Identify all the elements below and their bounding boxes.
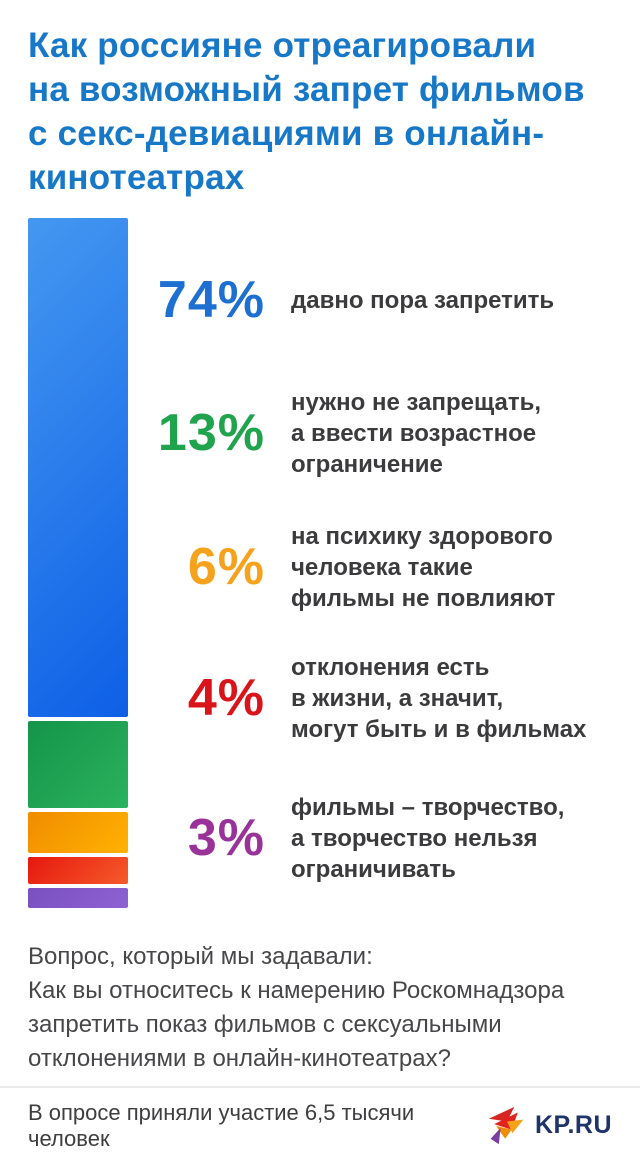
percent-value: 3% [187, 809, 265, 867]
survey-question-text: Вопрос, который мы задавали: Как вы отно… [28, 943, 565, 1072]
stat-row-creativity: 3% фильмы – творчество, а творчество нел… [40, 787, 620, 889]
footer: В опросе приняли участие 6,5 тысячи чело… [28, 1088, 612, 1163]
footer-divider [0, 1086, 640, 1088]
stat-label: на психику здорового человека такие филь… [291, 522, 556, 612]
page-title: Как россияне отреагировали на возможный … [28, 26, 585, 197]
stat-label: давно пора запретить [291, 286, 555, 314]
bar-segment-creativity-no-limits [28, 887, 128, 908]
bar-segment-deviations-exist [28, 856, 128, 884]
stat-label: фильмы – творчество, а творчество нельзя… [291, 793, 565, 883]
percent-value: 13% [157, 404, 265, 462]
kp-ru-logo: KP.RU [487, 1106, 612, 1146]
swallow-bird-icon [488, 1106, 524, 1144]
stat-label: отклонения есть в жизни, а значит, могут… [291, 653, 587, 743]
percent-value: 74% [157, 271, 265, 329]
percent-value: 4% [187, 669, 265, 727]
stat-row-age-restriction: 13% нужно не запрещать, а ввести возраст… [40, 383, 620, 483]
stat-label: нужно не запрещать, а ввести возрастное … [291, 388, 542, 478]
brand-name: KP.RU [534, 1111, 612, 1139]
bar-segment-no-effect-on-psyche [28, 812, 128, 853]
bar-segment-age-restriction [28, 720, 128, 809]
stat-row-deviations-exist: 4% отклонения есть в жизни, а значит, мо… [40, 647, 620, 749]
sample-size-note: В опросе приняли участие 6,5 тысячи чело… [28, 1099, 415, 1151]
stat-row-ban-now: 74% давно пора запретить [40, 252, 620, 348]
stat-row-no-effect: 6% на психику здорового человека такие ф… [40, 516, 620, 618]
percent-value: 6% [187, 538, 265, 596]
bar-segment-ban-now [28, 218, 128, 717]
stacked-bar [28, 218, 128, 908]
